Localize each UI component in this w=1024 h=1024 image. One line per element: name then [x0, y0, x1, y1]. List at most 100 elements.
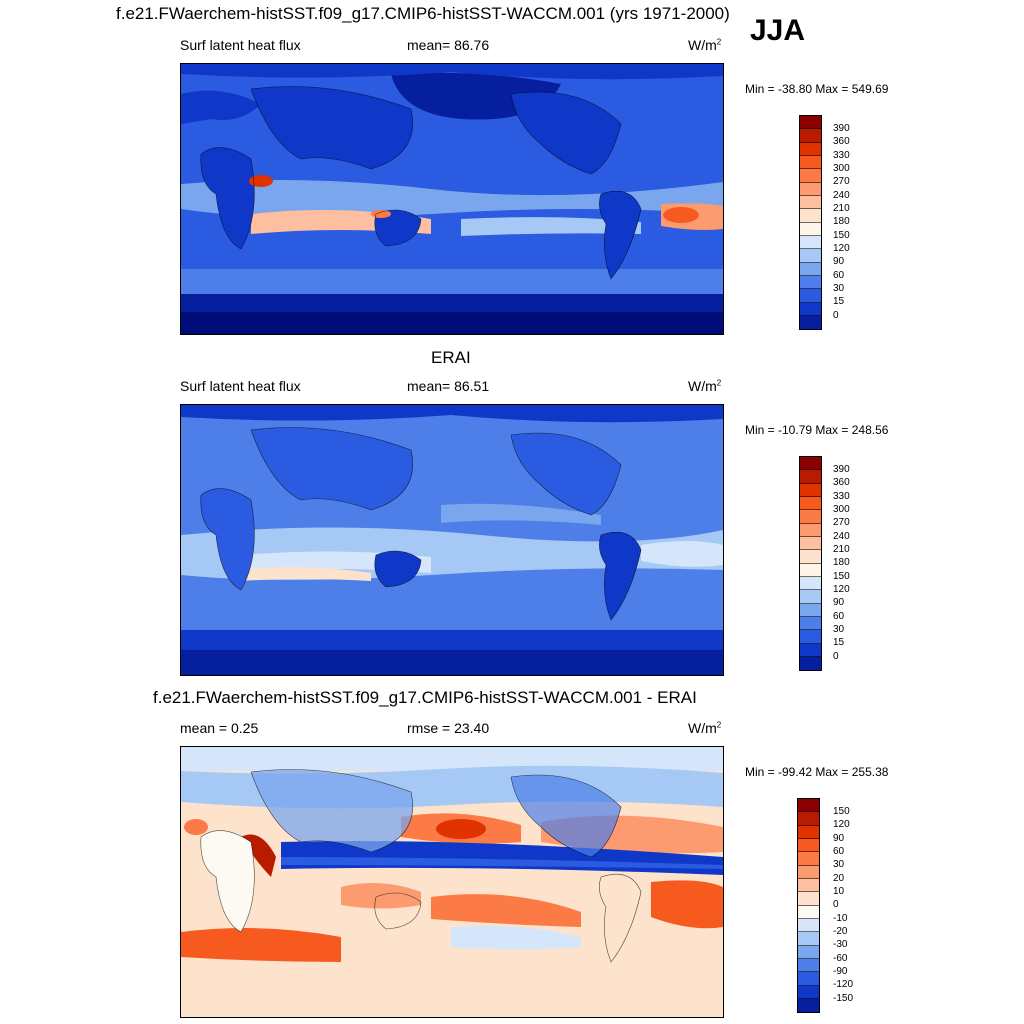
colorbar-segment	[798, 972, 819, 986]
colorbar-tick-label: 10	[833, 885, 845, 897]
panel2-units: W/m2	[688, 378, 722, 394]
colorbar-segment	[800, 457, 821, 471]
colorbar-segment	[800, 630, 821, 644]
colorbar-segment	[800, 302, 821, 316]
colorbar-tick-label: 60	[833, 269, 845, 281]
colorbar-tick-label: 330	[833, 490, 850, 502]
colorbar-tick-label: 150	[833, 570, 850, 582]
colorbar-segment	[800, 470, 821, 484]
colorbar-segment	[800, 603, 821, 617]
colorbar-tick-label: 0	[833, 650, 839, 662]
colorbar-segment	[800, 116, 821, 130]
colorbar-tick-label: -90	[833, 965, 848, 977]
colorbar-tick-label: -120	[833, 979, 854, 991]
colorbar-segment	[798, 878, 819, 893]
panel3-map	[180, 746, 724, 1018]
colorbar-segment	[800, 289, 821, 303]
colorbar-segment	[798, 945, 819, 959]
panel2-map	[180, 404, 724, 676]
colorbar-segment	[798, 892, 819, 906]
colorbar-tick-label: 120	[833, 583, 850, 595]
colorbar-tick-label: -30	[833, 939, 848, 951]
colorbar-tick-label: 210	[833, 202, 850, 214]
colorbar-tick-label: -10	[833, 912, 848, 924]
colorbar-segment	[800, 275, 821, 290]
colorbar-segment	[798, 932, 819, 946]
colorbar-segment	[800, 235, 821, 250]
colorbar-segment	[800, 249, 821, 263]
colorbar-segment	[800, 496, 821, 511]
colorbar-segment	[800, 129, 821, 143]
colorbar-tick-label: 360	[833, 136, 850, 148]
colorbar-tick-label: 120	[833, 242, 850, 254]
colorbar-segment	[800, 483, 821, 497]
colorbar-segment	[800, 576, 821, 591]
colorbar-tick-label: 180	[833, 216, 850, 228]
colorbar-segment	[798, 918, 819, 933]
panel1-minmax: Min = -38.80 Max = 549.69	[745, 82, 889, 96]
colorbar-tick-label: 90	[833, 832, 845, 844]
colorbar-tick-label: 240	[833, 530, 850, 542]
colorbar-segment	[800, 616, 821, 631]
colorbar-tick-label: 90	[833, 597, 845, 609]
colorbar-segment	[798, 812, 819, 826]
panel2-title: ERAI	[431, 348, 471, 367]
colorbar-tick-label: 90	[833, 256, 845, 268]
colorbar-tick-label: -60	[833, 952, 848, 964]
panel3-colorbar-labels: 150 120 90 60 30 20 10 0 -10 -20 -30 -60…	[833, 805, 853, 1005]
colorbar-tick-label: 360	[833, 477, 850, 489]
colorbar-tick-label: 150	[833, 229, 850, 241]
colorbar-segment	[800, 510, 821, 524]
colorbar-segment	[800, 536, 821, 551]
colorbar-tick-label: 20	[833, 872, 845, 884]
colorbar-tick-label: 60	[833, 610, 845, 622]
colorbar-tick-label: -150	[833, 992, 854, 1004]
colorbar-segment	[800, 523, 821, 537]
colorbar-tick-label: 300	[833, 162, 850, 174]
colorbar-segment	[800, 550, 821, 564]
colorbar-tick-label: 30	[833, 623, 845, 635]
colorbar-segment	[800, 656, 821, 671]
colorbar-segment	[800, 182, 821, 196]
panel3-title: f.e21.FWaerchem-histSST.f09_g17.CMIP6-hi…	[153, 688, 697, 707]
colorbar-segment	[800, 169, 821, 183]
colorbar-tick-label: 300	[833, 503, 850, 515]
panel2-colorbar	[799, 456, 822, 672]
colorbar-tick-label: 150	[833, 806, 850, 817]
colorbar-segment	[800, 262, 821, 276]
panel3-units: W/m2	[688, 720, 722, 736]
colorbar-segment	[798, 958, 819, 973]
colorbar-segment	[798, 825, 819, 839]
colorbar-segment	[800, 315, 821, 330]
colorbar-tick-label: 180	[833, 557, 850, 569]
colorbar-tick-label: 270	[833, 176, 850, 188]
colorbar-segment	[798, 838, 819, 853]
colorbar-tick-label: 210	[833, 543, 850, 555]
colorbar-segment	[800, 563, 821, 577]
figure-title: f.e21.FWaerchem-histSST.f09_g17.CMIP6-hi…	[116, 4, 730, 23]
panel3-minmax: Min = -99.42 Max = 255.38	[745, 765, 889, 779]
colorbar-segment	[800, 155, 821, 170]
colorbar-tick-label: 270	[833, 517, 850, 529]
season-label: JJA	[750, 14, 806, 47]
colorbar-tick-label: 15	[833, 296, 845, 308]
panel3-colorbar	[797, 798, 820, 1014]
colorbar-tick-label: 60	[833, 845, 845, 857]
panel1-colorbar	[799, 115, 822, 331]
colorbar-tick-label: 30	[833, 282, 845, 294]
colorbar-segment	[800, 209, 821, 223]
colorbar-segment	[798, 799, 819, 813]
panel2-variable-label: Surf latent heat flux	[180, 378, 301, 394]
colorbar-tick-label: 30	[833, 859, 845, 871]
colorbar-segment	[798, 905, 819, 919]
colorbar-segment	[798, 852, 819, 866]
panel2-mean-label: mean= 86.51	[407, 378, 490, 394]
panel1-map	[180, 63, 724, 335]
panel1-units: W/m2	[688, 37, 722, 53]
panel2-colorbar-labels: 390 360 330 300 270 240 210 180 150 120 …	[833, 463, 850, 663]
colorbar-segment	[800, 195, 821, 210]
panel3-mean-label: mean = 0.25	[180, 720, 259, 736]
colorbar-segment	[800, 222, 821, 236]
colorbar-segment	[800, 643, 821, 657]
colorbar-segment	[798, 865, 819, 879]
